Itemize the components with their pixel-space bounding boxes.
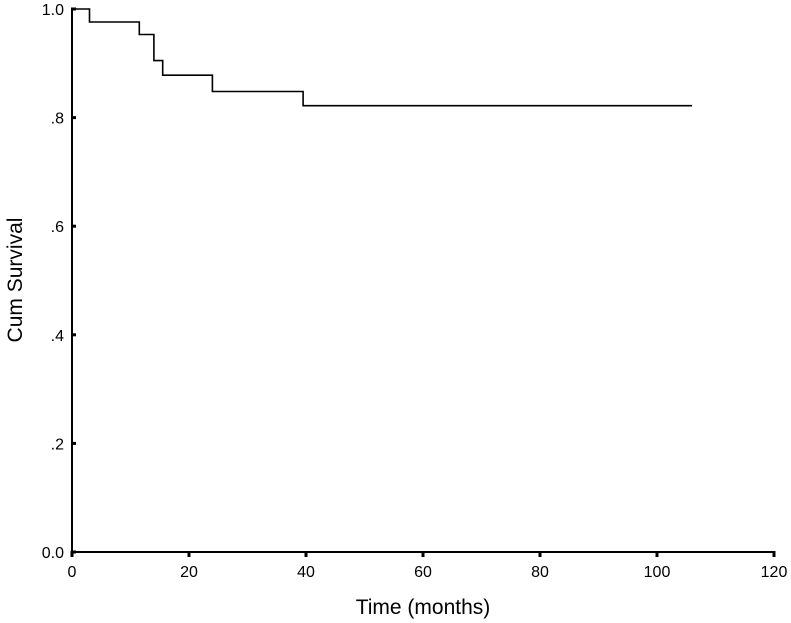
y-axis-title: Cum Survival [4,218,27,343]
chart-marks: 0.0 .2 .4 .6 .8 1.0 0 20 40 60 80 100 120 [42,2,788,581]
x-tick-label: 60 [414,564,432,581]
x-axis-title: Time (months) [356,596,491,619]
y-tick-label: .8 [51,111,64,128]
x-tick-label: 20 [180,564,198,581]
x-tick-label: 40 [297,564,315,581]
x-tick-label: 80 [531,564,549,581]
x-tick-label: 100 [644,564,671,581]
x-tick-label: 0 [68,564,77,581]
y-tick-label: 0.0 [42,545,64,562]
y-tick-label: .4 [51,328,64,345]
y-tick-label: .2 [51,436,64,453]
x-tick-label: 120 [761,564,788,581]
y-tick-label: .6 [51,219,64,236]
y-tick-label: 1.0 [42,2,64,19]
survival-curve [72,8,693,107]
